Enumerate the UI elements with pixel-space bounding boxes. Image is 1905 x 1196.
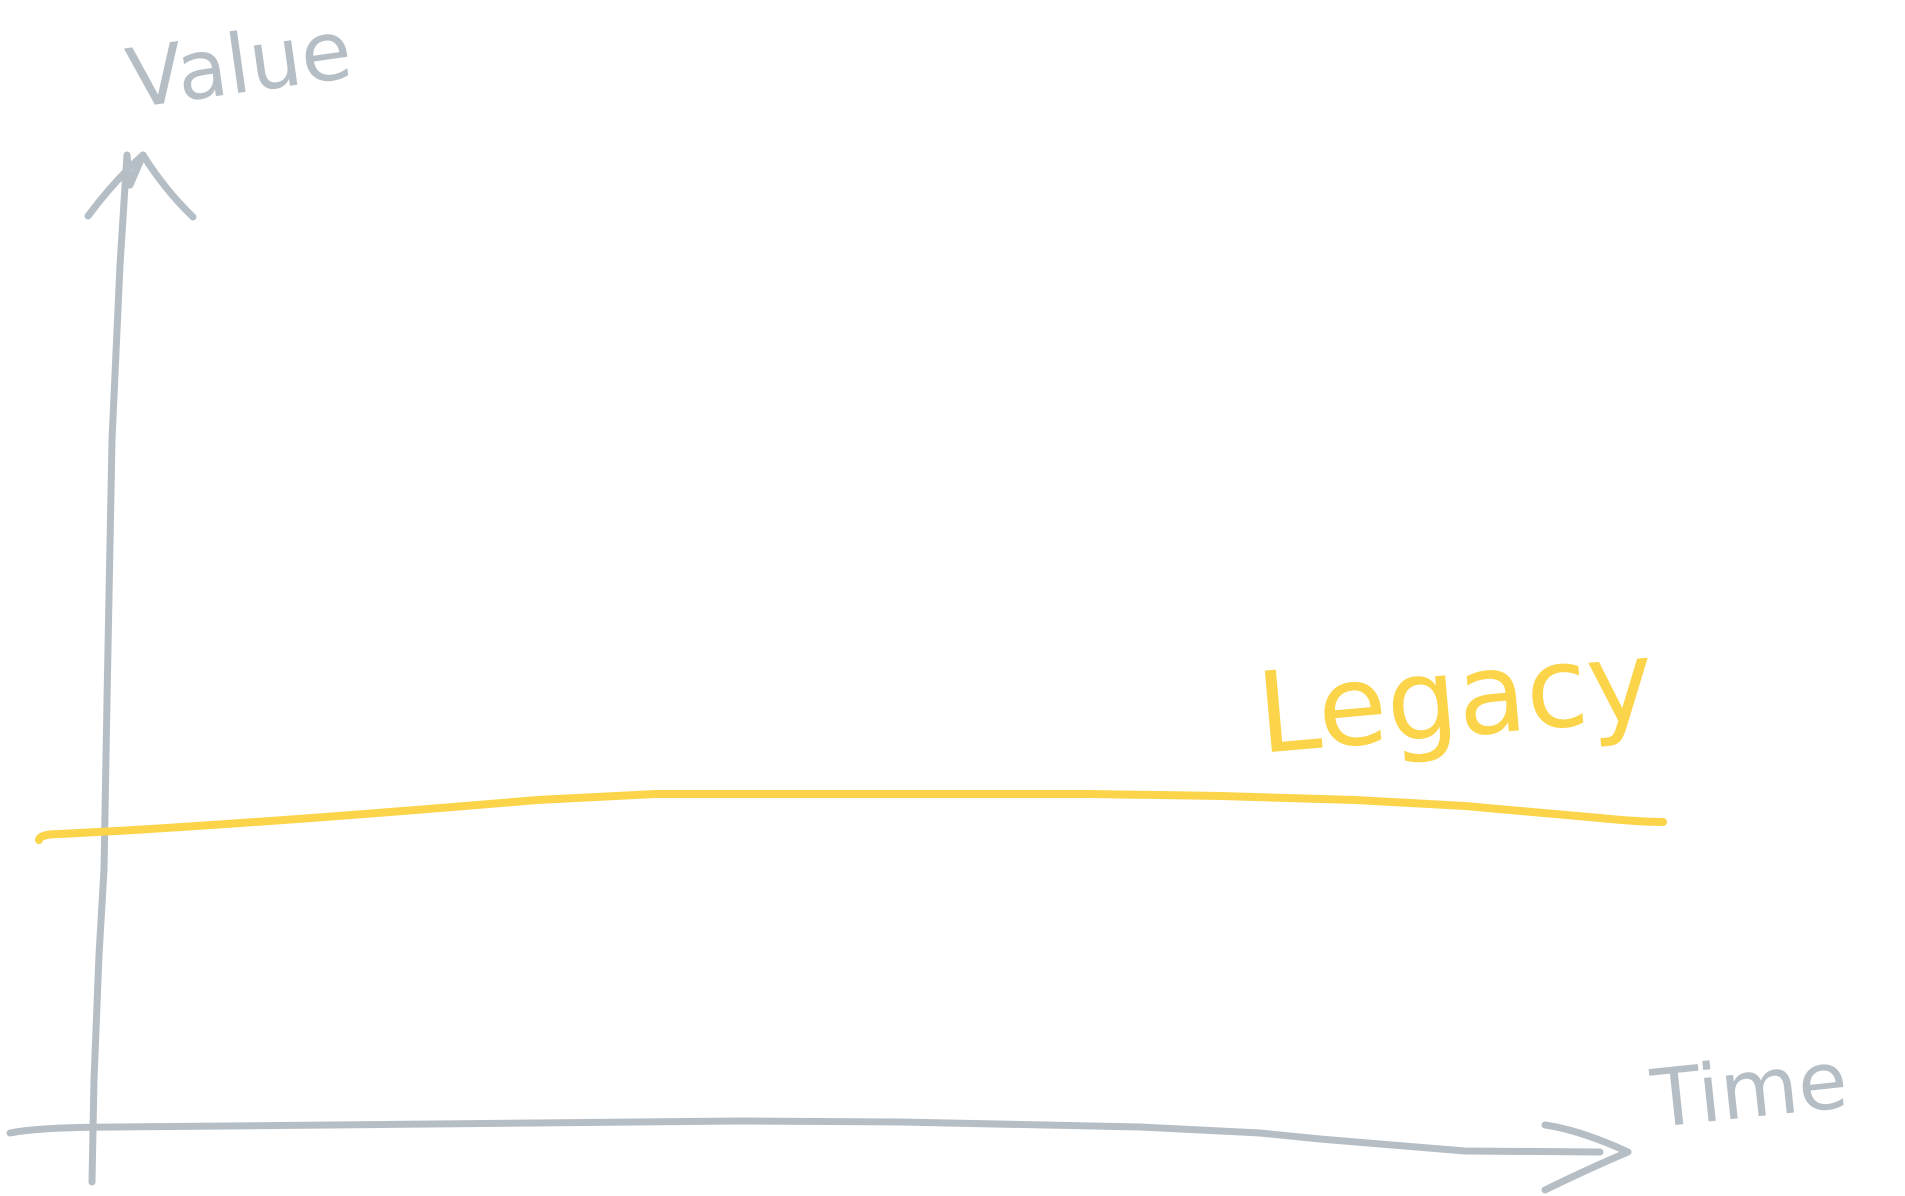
curve-label: Legacy	[1252, 616, 1659, 780]
x-axis-label: Time	[1646, 1033, 1851, 1146]
x-axis	[6, 1117, 1604, 1156]
legacy-curve	[35, 790, 1667, 844]
y-axis-label: Value	[121, 2, 357, 127]
y-axis	[88, 151, 147, 1186]
y-axis-arrowhead	[84, 151, 197, 221]
x-axis-arrowhead	[1541, 1121, 1632, 1194]
